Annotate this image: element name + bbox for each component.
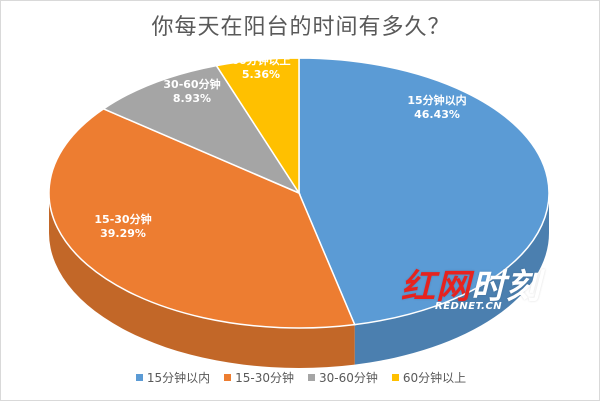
legend-swatch-1 — [224, 374, 232, 381]
pie-slice-1 — [48, 107, 356, 329]
legend-item-0: 15分钟以内 — [135, 369, 211, 386]
legend-label-1: 15-30分钟 — [235, 371, 294, 385]
watermark-sub: REDNET.CN — [435, 301, 503, 312]
legend-item-1: 15-30分钟 — [224, 369, 294, 386]
legend-item-2: 30-60分钟 — [308, 369, 378, 386]
slice-label-value-2: 8.93% — [173, 92, 211, 105]
pie-slice-3 — [215, 57, 300, 196]
legend-label-3: 60分钟以上 — [402, 371, 467, 385]
legend-swatch-2 — [308, 374, 315, 381]
slice-label-name-0: 15分钟以内 — [407, 93, 466, 107]
legend-label-0: 15分钟以内 — [146, 371, 211, 385]
slice-label-value-3: 5.36% — [242, 68, 280, 81]
slice-label-value-0: 46.43% — [414, 108, 460, 121]
slice-label-value-1: 39.29% — [100, 227, 146, 240]
legend-item-3: 60分钟以上 — [391, 369, 467, 386]
slice-label-name-1: 15-30分钟 — [94, 212, 151, 226]
rednet-watermark: 红网时刻 REDNET.CN — [401, 259, 571, 319]
pie-slice-0 — [298, 57, 550, 326]
slice-label-name-3: 60分钟以上 — [231, 53, 290, 67]
chart-title: 你每天在阳台的时间有多久？ — [151, 15, 451, 40]
pie-sides — [49, 193, 549, 368]
watermark-logo: 红网时刻 — [401, 267, 541, 307]
slice-label-name-2: 30-60分钟 — [163, 77, 220, 91]
pie-slice-2 — [101, 64, 301, 195]
pie-side-0 — [354, 193, 549, 365]
pie-side-1 — [49, 193, 355, 368]
legend-swatch-3 — [391, 374, 399, 381]
legend-swatch-0 — [135, 374, 143, 381]
pie-top — [48, 57, 550, 329]
chart-legend: 15分钟以内 15-30分钟 30-60分钟 60分钟以上 — [1, 369, 600, 386]
legend-label-2: 30-60分钟 — [319, 371, 378, 385]
